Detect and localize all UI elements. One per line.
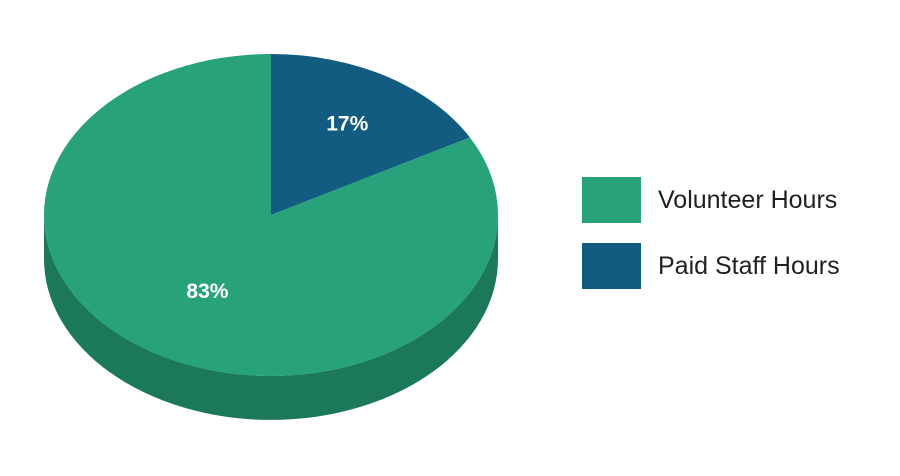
pie-side-volunteer-hours [44, 215, 498, 420]
legend-swatch-paid-staff-hours [582, 243, 641, 289]
pie-slice-paid-staff-hours [271, 54, 470, 215]
legend-swatch-volunteer-hours [582, 177, 641, 223]
slice-label-volunteer-hours: 83% [186, 280, 228, 303]
slice-label-paid-staff-hours: 17% [326, 113, 368, 136]
legend-item-volunteer-hours: Volunteer Hours [582, 177, 840, 223]
pie-slice-volunteer-hours [44, 54, 498, 376]
legend-label-paid-staff-hours: Paid Staff Hours [658, 251, 840, 280]
legend-label-volunteer-hours: Volunteer Hours [658, 185, 838, 214]
legend: Volunteer Hours Paid Staff Hours [582, 177, 840, 309]
legend-item-paid-staff-hours: Paid Staff Hours [582, 243, 840, 289]
